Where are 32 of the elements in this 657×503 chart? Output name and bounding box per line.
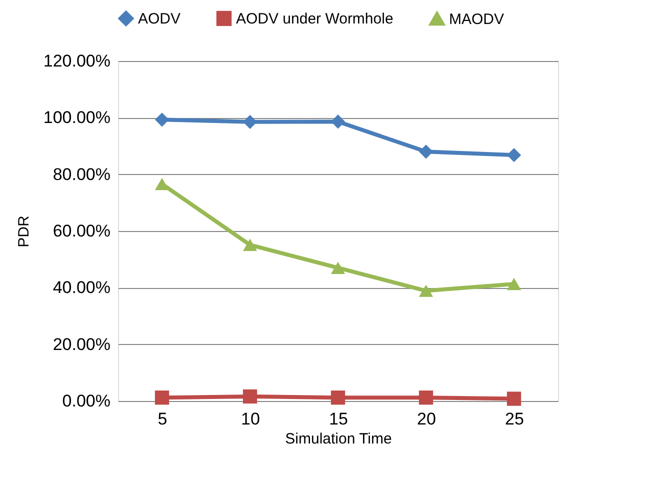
point: [418, 144, 434, 159]
legend-label: MAODV: [449, 10, 504, 28]
y-tick-label: 20.00%: [52, 334, 110, 354]
y-tick-label: 80.00%: [52, 164, 110, 184]
y-tick-label: 0.00%: [62, 392, 110, 410]
point: [506, 148, 522, 162]
legend-label: AODV: [138, 10, 181, 28]
point: [418, 284, 434, 297]
y-tick-label: 120.00%: [43, 52, 110, 70]
point: [506, 278, 522, 290]
y-axis-title: PDR: [15, 216, 32, 248]
point: [330, 114, 346, 129]
point: [154, 112, 170, 127]
y-tick-label: 60.00%: [52, 222, 110, 240]
x-tick-label: 10: [241, 410, 260, 428]
point: [154, 178, 170, 190]
point: [242, 389, 258, 404]
y-tick-label: 100.00%: [43, 108, 110, 128]
point: [242, 114, 258, 129]
x-tick-label: 5: [158, 410, 168, 428]
point: [154, 390, 170, 405]
y-tick-label: 40.00%: [52, 278, 110, 298]
point: [506, 392, 522, 406]
point: [330, 390, 346, 405]
point: [330, 262, 346, 274]
x-tick-label: 15: [329, 410, 348, 428]
point: [418, 390, 434, 405]
point: [242, 238, 258, 252]
x-tick-label: 25: [505, 410, 524, 428]
x-axis-title: Simulation Time: [285, 430, 392, 448]
legend-label: AODV under Wormhole: [236, 10, 394, 28]
x-tick-label: 20: [417, 410, 436, 428]
